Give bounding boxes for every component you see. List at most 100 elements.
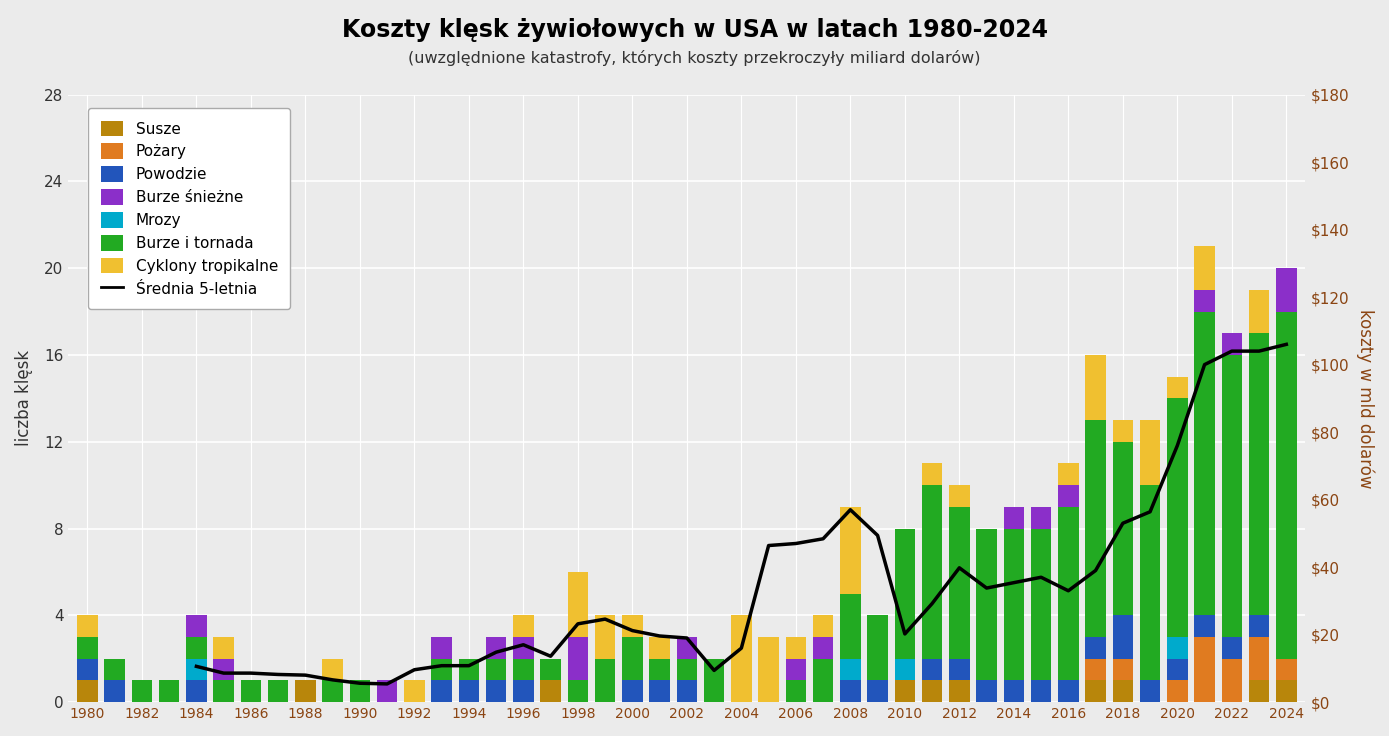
- Bar: [813, 659, 833, 702]
- Bar: [214, 681, 233, 702]
- Bar: [922, 485, 942, 659]
- Bar: [1058, 485, 1078, 507]
- Bar: [1221, 333, 1242, 355]
- Bar: [158, 681, 179, 702]
- Bar: [840, 507, 861, 594]
- Bar: [922, 681, 942, 702]
- Bar: [1058, 507, 1078, 681]
- Bar: [1085, 637, 1106, 659]
- Bar: [540, 659, 561, 681]
- Bar: [1113, 615, 1133, 659]
- Bar: [1004, 528, 1024, 681]
- Bar: [432, 681, 451, 702]
- Bar: [513, 681, 533, 702]
- Bar: [568, 572, 588, 637]
- Bar: [1249, 637, 1270, 681]
- Bar: [1113, 442, 1133, 615]
- Bar: [1031, 528, 1051, 681]
- Bar: [1140, 681, 1160, 702]
- Bar: [568, 637, 588, 681]
- Bar: [1195, 311, 1215, 615]
- Bar: [1167, 377, 1188, 398]
- Bar: [1140, 485, 1160, 681]
- Bar: [486, 637, 507, 659]
- Bar: [650, 659, 669, 681]
- Bar: [895, 528, 915, 659]
- Y-axis label: koszty w mld dolarów: koszty w mld dolarów: [1356, 308, 1374, 488]
- Bar: [840, 659, 861, 681]
- Bar: [186, 615, 207, 637]
- Bar: [376, 681, 397, 702]
- Bar: [758, 637, 779, 702]
- Bar: [922, 659, 942, 681]
- Bar: [1031, 681, 1051, 702]
- Bar: [840, 681, 861, 702]
- Bar: [949, 485, 970, 507]
- Bar: [486, 659, 507, 681]
- Bar: [186, 681, 207, 702]
- Bar: [1195, 290, 1215, 311]
- Bar: [622, 637, 643, 681]
- Bar: [1195, 247, 1215, 290]
- Bar: [1085, 420, 1106, 637]
- Bar: [1085, 681, 1106, 702]
- Bar: [432, 659, 451, 681]
- Bar: [895, 681, 915, 702]
- Bar: [1113, 659, 1133, 681]
- Bar: [1140, 420, 1160, 485]
- Bar: [650, 681, 669, 702]
- Bar: [268, 681, 289, 702]
- Bar: [1085, 355, 1106, 420]
- Bar: [786, 637, 806, 659]
- Text: (uwzględnione katastrofy, których koszty przekroczyły miliard dolarów): (uwzględnione katastrofy, których koszty…: [408, 50, 981, 66]
- Bar: [1276, 659, 1296, 681]
- Bar: [949, 659, 970, 681]
- Bar: [296, 681, 315, 702]
- Bar: [622, 681, 643, 702]
- Bar: [1276, 311, 1296, 659]
- Bar: [104, 659, 125, 681]
- Bar: [786, 659, 806, 681]
- Bar: [186, 659, 207, 681]
- Bar: [513, 659, 533, 681]
- Bar: [78, 659, 97, 681]
- Bar: [1167, 659, 1188, 681]
- Bar: [867, 615, 888, 681]
- Bar: [432, 637, 451, 659]
- Bar: [1058, 681, 1078, 702]
- Bar: [813, 637, 833, 659]
- Bar: [78, 615, 97, 637]
- Bar: [322, 659, 343, 681]
- Bar: [132, 681, 153, 702]
- Bar: [1167, 681, 1188, 702]
- Bar: [1221, 659, 1242, 702]
- Bar: [404, 681, 425, 702]
- Bar: [1276, 681, 1296, 702]
- Bar: [1113, 420, 1133, 442]
- Bar: [1249, 615, 1270, 637]
- Bar: [704, 659, 724, 702]
- Bar: [1004, 681, 1024, 702]
- Bar: [214, 637, 233, 659]
- Bar: [1221, 637, 1242, 659]
- Bar: [731, 615, 751, 702]
- Bar: [976, 528, 997, 681]
- Bar: [1221, 355, 1242, 637]
- Bar: [1004, 507, 1024, 528]
- Bar: [650, 637, 669, 659]
- Bar: [922, 464, 942, 485]
- Bar: [322, 681, 343, 702]
- Bar: [1058, 464, 1078, 485]
- Bar: [1249, 290, 1270, 333]
- Bar: [540, 681, 561, 702]
- Bar: [1195, 615, 1215, 637]
- Bar: [1249, 333, 1270, 615]
- Y-axis label: liczba klęsk: liczba klęsk: [15, 350, 33, 447]
- Bar: [458, 659, 479, 681]
- Bar: [594, 615, 615, 659]
- Bar: [78, 681, 97, 702]
- Legend: Susze, Pożary, Powodzie, Burze śnieżne, Mrozy, Burze i tornada, Cyklony tropikal: Susze, Pożary, Powodzie, Burze śnieżne, …: [89, 108, 290, 309]
- Text: Koszty klęsk żywiołowych w USA w latach 1980-2024: Koszty klęsk żywiołowych w USA w latach …: [342, 18, 1047, 43]
- Bar: [1276, 268, 1296, 311]
- Bar: [594, 659, 615, 702]
